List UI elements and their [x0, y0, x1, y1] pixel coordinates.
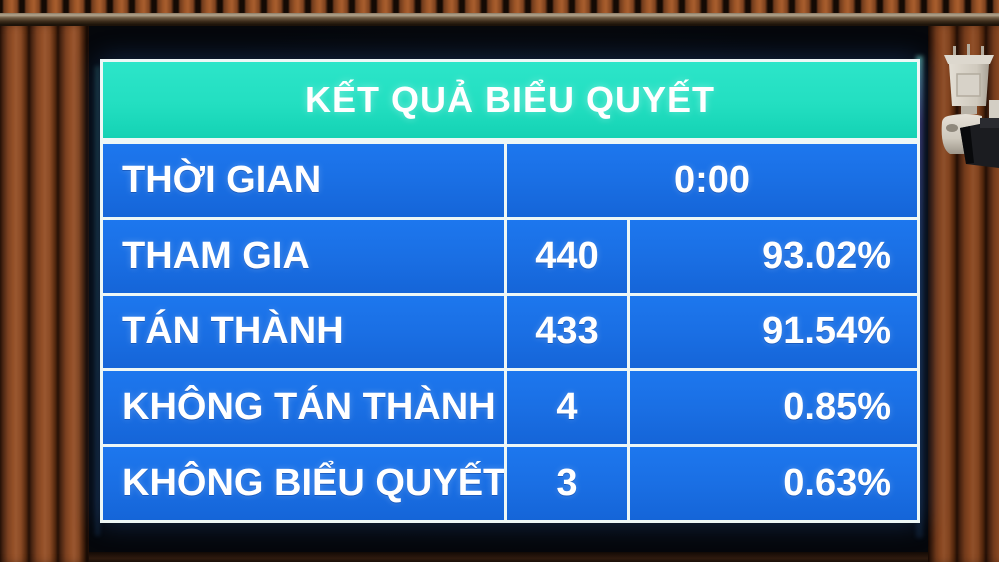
- row-thoi-gian-label: THỜI GIAN: [103, 144, 504, 217]
- row-khong-tan-thanh-count: 4: [507, 371, 627, 445]
- wall-horizontal-rail: [0, 13, 999, 28]
- camera-neck: [961, 106, 977, 114]
- camera-lens-top: [980, 118, 999, 128]
- board-header: KẾT QUẢ BIỂU QUYẾT: [100, 59, 920, 141]
- results-table: THỜI GIAN 0:00 THAM GIA 440 93.02% TÁN T…: [100, 141, 920, 523]
- led-screen: KẾT QUẢ BIỂU QUYẾT THỜI GIAN 0:00 THAM G…: [89, 26, 928, 552]
- row-tham-gia-count: 440: [507, 219, 627, 293]
- row-khong-bieu-quyet-percent: 0.63%: [630, 447, 917, 520]
- row-khong-tan-thanh-percent: 0.85%: [630, 371, 917, 445]
- camera-top-plate: [944, 55, 994, 64]
- wood-slat-wall-left: [0, 26, 89, 562]
- camera-head-detail: [946, 124, 958, 132]
- row-tham-gia-label: THAM GIA: [103, 219, 504, 293]
- security-camera-graphic: [941, 44, 999, 168]
- board-title: KẾT QUẢ BIỂU QUYẾT: [304, 79, 716, 120]
- row-khong-bieu-quyet-label: KHÔNG BIỂU QUYẾT: [103, 447, 504, 520]
- row-tham-gia-percent: 93.02%: [630, 219, 917, 293]
- row-khong-bieu-quyet-count: 3: [507, 447, 627, 520]
- camera-lens-front: [960, 126, 974, 164]
- voting-results-board: KẾT QUẢ BIỂU QUYẾT THỜI GIAN 0:00 THAM G…: [100, 59, 920, 523]
- row-tan-thanh-percent: 91.54%: [630, 295, 917, 369]
- camera-bracket-panel: [956, 73, 981, 97]
- row-khong-tan-thanh-label: KHÔNG TÁN THÀNH: [103, 371, 504, 445]
- security-camera: [936, 44, 999, 194]
- row-tan-thanh-label: TÁN THÀNH: [103, 295, 504, 369]
- row-tan-thanh-count: 433: [507, 295, 627, 369]
- screen-glow-left: [95, 66, 100, 536]
- camera-mount-pins: [953, 44, 984, 55]
- row-thoi-gian-value: 0:00: [507, 144, 917, 217]
- wood-wall-below-screen: [89, 550, 928, 562]
